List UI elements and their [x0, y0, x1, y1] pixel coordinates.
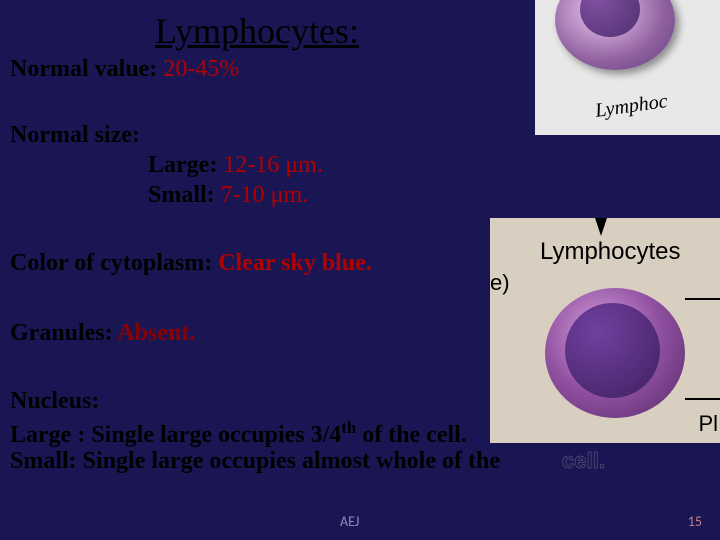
pointer-line-icon: [685, 298, 720, 300]
size-small-unit: μm.: [271, 182, 309, 208]
size-large-label: Large:: [148, 152, 217, 178]
nucleus-small-label: Small:: [10, 448, 77, 474]
cell-overlap-word: cell.: [562, 448, 605, 474]
size-large-unit: μm.: [285, 152, 323, 178]
lymphocyte-cell-large-icon: [545, 288, 685, 418]
nucleus-small-line: Small: Single large occupies almost whol…: [10, 448, 500, 475]
lymphocyte-cell-icon: [555, 0, 675, 70]
normal-value-value: 20-45%: [157, 56, 239, 82]
granules-label: Granules:: [10, 320, 113, 346]
cytoplasm-line: Color of cytoplasm: Clear sky blue.: [10, 250, 372, 277]
bottom-image-label: Lymphocytes: [540, 238, 681, 266]
cytoplasm-value: Clear sky blue.: [212, 250, 372, 276]
top-cell-image: Lymphoc: [535, 0, 720, 135]
nucleus-large-label: Large :: [10, 422, 85, 448]
nucleus-large-text1: Single large occupies 3/4: [85, 422, 341, 448]
size-large-line: Large: 12-16 μm.: [148, 152, 323, 179]
arrow-down-icon: [595, 218, 607, 236]
top-image-label: Lymphoc: [594, 90, 669, 123]
normal-size-label: Normal size:: [10, 122, 140, 149]
bottom-cell-image: Lymphocytes e) Pl: [490, 218, 720, 443]
nucleus-small-text: Single large occupies almost whole of th…: [77, 448, 500, 474]
nucleus-large-sup: th: [341, 418, 356, 437]
granules-line: Granules: Absent.: [10, 320, 195, 347]
size-large-value: 12-16: [217, 152, 285, 178]
nucleus-large-line: Large : Single large occupies 3/4th of t…: [10, 418, 467, 449]
cytoplasm-label: Color of cytoplasm:: [10, 250, 212, 276]
granules-value: Absent.: [113, 320, 196, 346]
slide-title: Lymphocytes:: [155, 10, 359, 52]
footer-author: AEJ: [340, 513, 359, 530]
size-small-label: Small:: [148, 182, 215, 208]
normal-value-label: Normal value:: [10, 56, 157, 82]
bottom-image-paren: e): [490, 270, 510, 296]
nucleus-label: Nucleus:: [10, 388, 99, 415]
pointer-line-icon: [685, 398, 720, 400]
size-small-value: 7-10: [215, 182, 271, 208]
footer-page-number: 15: [688, 513, 702, 530]
bottom-right-text: Pl: [698, 411, 718, 437]
size-small-line: Small: 7-10 μm.: [148, 182, 308, 209]
normal-value-line: Normal value: 20-45%: [10, 56, 239, 83]
nucleus-large-text2: of the cell.: [356, 422, 467, 448]
